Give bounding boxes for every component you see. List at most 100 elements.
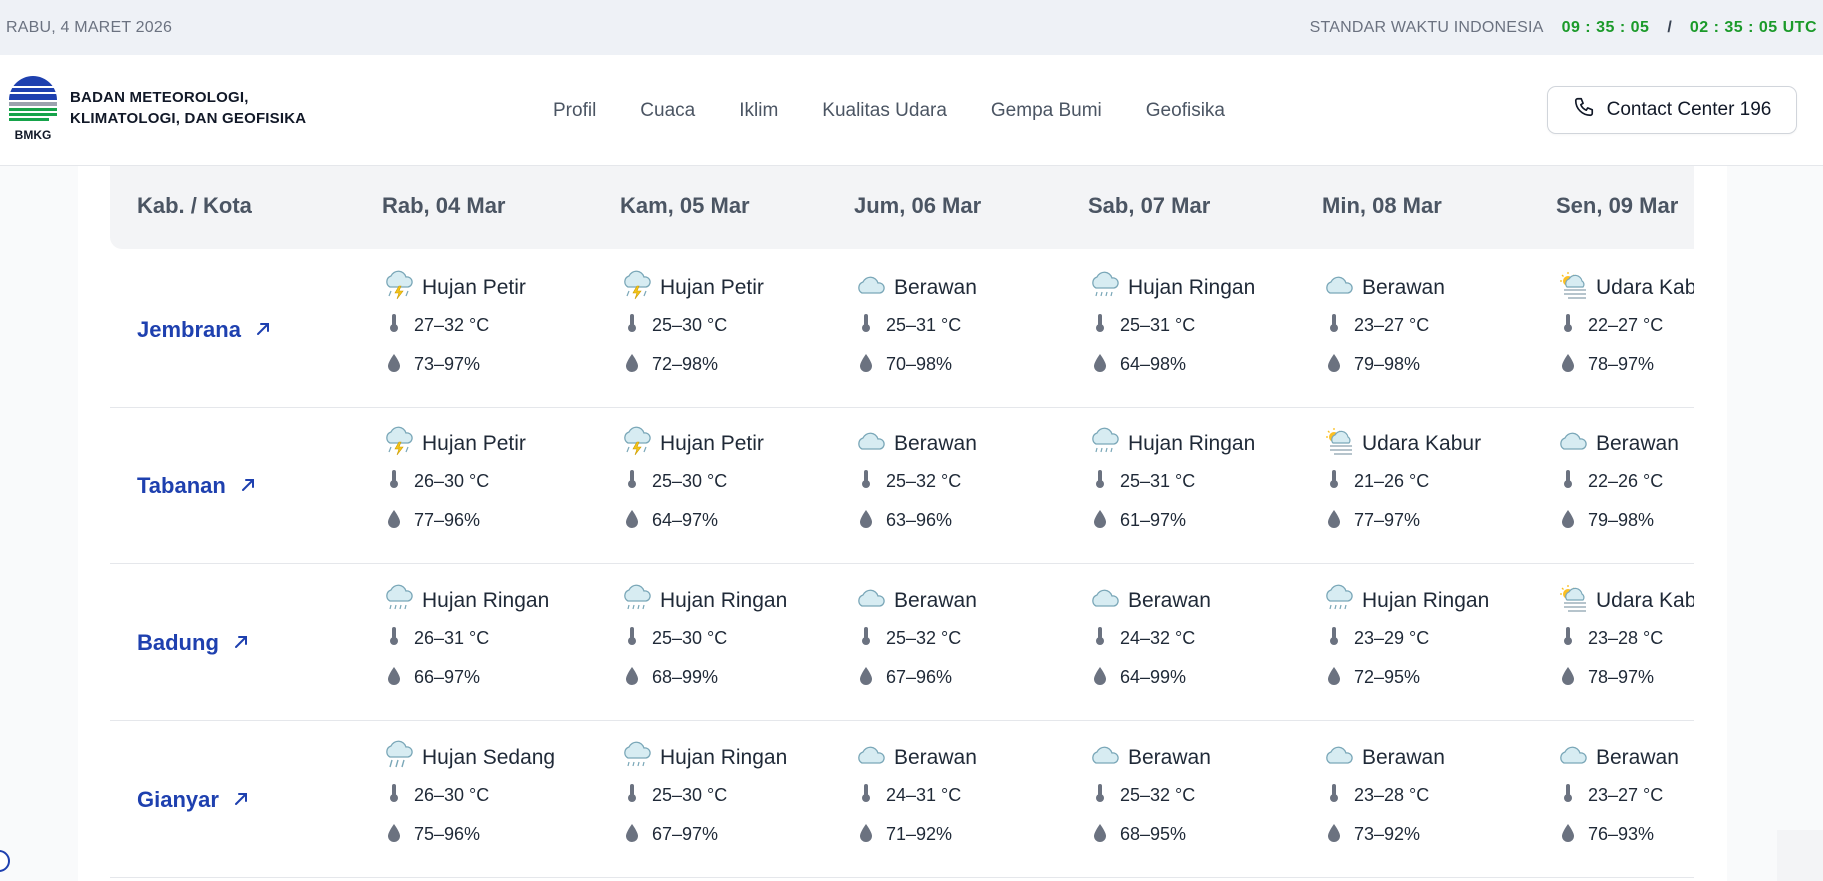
menu-item-cuaca[interactable]: Cuaca: [640, 99, 696, 121]
water-drop-icon: [386, 351, 402, 378]
forecast-cell: Berawan 25–32 °C 67–96%: [854, 564, 1084, 721]
city-link[interactable]: Gianyar: [137, 721, 249, 878]
forecast-cell: Hujan Petir 25–30 °C 64–97%: [620, 407, 850, 564]
condition-label: Berawan: [1362, 745, 1445, 769]
thermometer-icon: [1560, 782, 1576, 809]
temperature-line: 26–30 °C: [386, 782, 489, 809]
humidity-value: 61–97%: [1120, 510, 1187, 530]
water-drop-icon: [386, 821, 402, 848]
city-link[interactable]: Badung: [137, 564, 249, 721]
table-header: Kab. / Kota Rab, 04 Mar Kam, 05 Mar Jum,…: [110, 166, 1694, 249]
weather-condition: Berawan: [854, 426, 977, 461]
temperature-value: 26–30 °C: [414, 785, 490, 805]
forecast-cell: Hujan Ringan 26–31 °C 66–97%: [382, 564, 612, 721]
humidity-line: 72–95%: [1326, 664, 1420, 691]
weather-condition: Hujan Ringan: [382, 583, 549, 618]
thermometer-icon: [1092, 782, 1108, 809]
weather-condition: Berawan: [1556, 426, 1679, 461]
condition-label: Hujan Petir: [660, 431, 764, 455]
thermometer-icon: [1326, 625, 1342, 652]
condition-label: Hujan Petir: [422, 431, 526, 455]
humidity-value: 64–98%: [1120, 354, 1187, 374]
water-drop-icon: [386, 507, 402, 534]
bmkg-logo[interactable]: BMKG: [6, 76, 60, 146]
temperature-line: 21–26 °C: [1326, 468, 1429, 495]
temperature-line: 25–32 °C: [858, 468, 961, 495]
water-drop-icon: [858, 664, 874, 691]
header-day-1: Rab, 04 Mar: [382, 193, 506, 218]
weather-condition: Hujan Ringan: [620, 740, 787, 775]
light-rain-icon: [382, 583, 416, 618]
city-link[interactable]: Jembrana: [137, 251, 271, 408]
humidity-line: 79–98%: [1326, 351, 1420, 378]
humidity-line: 72–98%: [624, 351, 718, 378]
contact-label: Contact Center 196: [1606, 99, 1772, 120]
humidity-value: 78–97%: [1588, 667, 1655, 687]
menu-item-kualitas-udara[interactable]: Kualitas Udara: [822, 99, 947, 121]
contact-center-button[interactable]: Contact Center 196: [1547, 86, 1797, 134]
header-day-5: Min, 08 Mar: [1322, 193, 1442, 218]
water-drop-icon: [624, 821, 640, 848]
temperature-line: 25–31 °C: [858, 312, 961, 339]
water-drop-icon: [1326, 821, 1342, 848]
water-drop-icon: [1092, 507, 1108, 534]
weather-condition: Hujan Petir: [382, 270, 526, 305]
thermometer-icon: [1326, 312, 1342, 339]
forecast-cell: Hujan Ringan 25–30 °C 67–97%: [620, 721, 850, 878]
current-date: RABU, 4 MARET 2026: [6, 18, 173, 36]
header-day-4: Sab, 07 Mar: [1088, 193, 1211, 218]
cloud-icon: [1556, 740, 1590, 775]
city-name: Badung: [137, 629, 219, 655]
forecast-cell: Hujan Ringan 25–31 °C 61–97%: [1088, 407, 1318, 564]
humidity-line: 64–97%: [624, 507, 718, 534]
city-link[interactable]: Tabanan: [137, 407, 256, 564]
temperature-line: 26–31 °C: [386, 625, 489, 652]
forecast-cell: Berawan 24–32 °C 64–99%: [1088, 564, 1318, 721]
temperature-value: 26–31 °C: [414, 628, 490, 648]
menu-item-gempa-bumi[interactable]: Gempa Bumi: [990, 99, 1102, 121]
humidity-value: 75–96%: [414, 824, 481, 844]
humidity-line: 78–97%: [1560, 664, 1654, 691]
condition-label: Hujan Ringan: [1362, 588, 1490, 612]
condition-label: Berawan: [1596, 431, 1679, 455]
temperature-line: 25–30 °C: [624, 625, 727, 652]
thermometer-icon: [858, 625, 874, 652]
header-day-3: Jum, 06 Mar: [854, 193, 982, 218]
weather-condition: Hujan Petir: [382, 426, 526, 461]
water-drop-icon: [624, 507, 640, 534]
forecast-cell: Hujan Ringan 23–29 °C 72–95%: [1322, 564, 1552, 721]
menu-item-profil[interactable]: Profil: [553, 99, 597, 121]
external-arrow-icon: [255, 317, 271, 343]
thunderstorm-icon: [620, 426, 654, 461]
temperature-line: 25–32 °C: [858, 625, 961, 652]
humidity-value: 68–99%: [652, 667, 719, 687]
scroll-corner: [1777, 830, 1823, 881]
thermometer-icon: [1560, 625, 1576, 652]
menu-item-iklim[interactable]: Iklim: [739, 99, 779, 121]
water-drop-icon: [624, 664, 640, 691]
condition-label: Berawan: [1128, 745, 1211, 769]
humidity-line: 76–93%: [1560, 821, 1654, 848]
weather-condition: Berawan: [1322, 270, 1445, 305]
table-row: Tabanan Hujan Petir 26–30 °C 77–96% Hujan Pe…: [110, 407, 1694, 564]
table-row: Jembrana Hujan Petir 27–32 °C 73–97% Hujan P…: [110, 251, 1694, 408]
temperature-line: 25–32 °C: [1092, 782, 1195, 809]
forecast-cell: Berawan 24–31 °C 71–92%: [854, 721, 1084, 878]
thermometer-icon: [624, 312, 640, 339]
water-drop-icon: [1560, 351, 1576, 378]
forecast-cell: Hujan Petir 26–30 °C 77–96%: [382, 407, 612, 564]
temperature-value: 25–32 °C: [886, 628, 962, 648]
forecast-cell: Hujan Ringan 25–30 °C 68–99%: [620, 564, 850, 721]
header-day-2: Kam, 05 Mar: [620, 193, 750, 218]
condition-label: Udara Kabur: [1596, 275, 1694, 299]
condition-label: Udara Kabur: [1596, 588, 1694, 612]
light-rain-icon: [620, 740, 654, 775]
weather-condition: Berawan: [854, 270, 977, 305]
humidity-value: 73–97%: [414, 354, 481, 374]
thunderstorm-icon: [382, 426, 416, 461]
thermometer-icon: [1092, 468, 1108, 495]
water-drop-icon: [858, 507, 874, 534]
menu-item-geofisika[interactable]: Geofisika: [1145, 99, 1225, 121]
cloud-icon: [854, 426, 888, 461]
humidity-value: 77–97%: [1354, 510, 1421, 530]
